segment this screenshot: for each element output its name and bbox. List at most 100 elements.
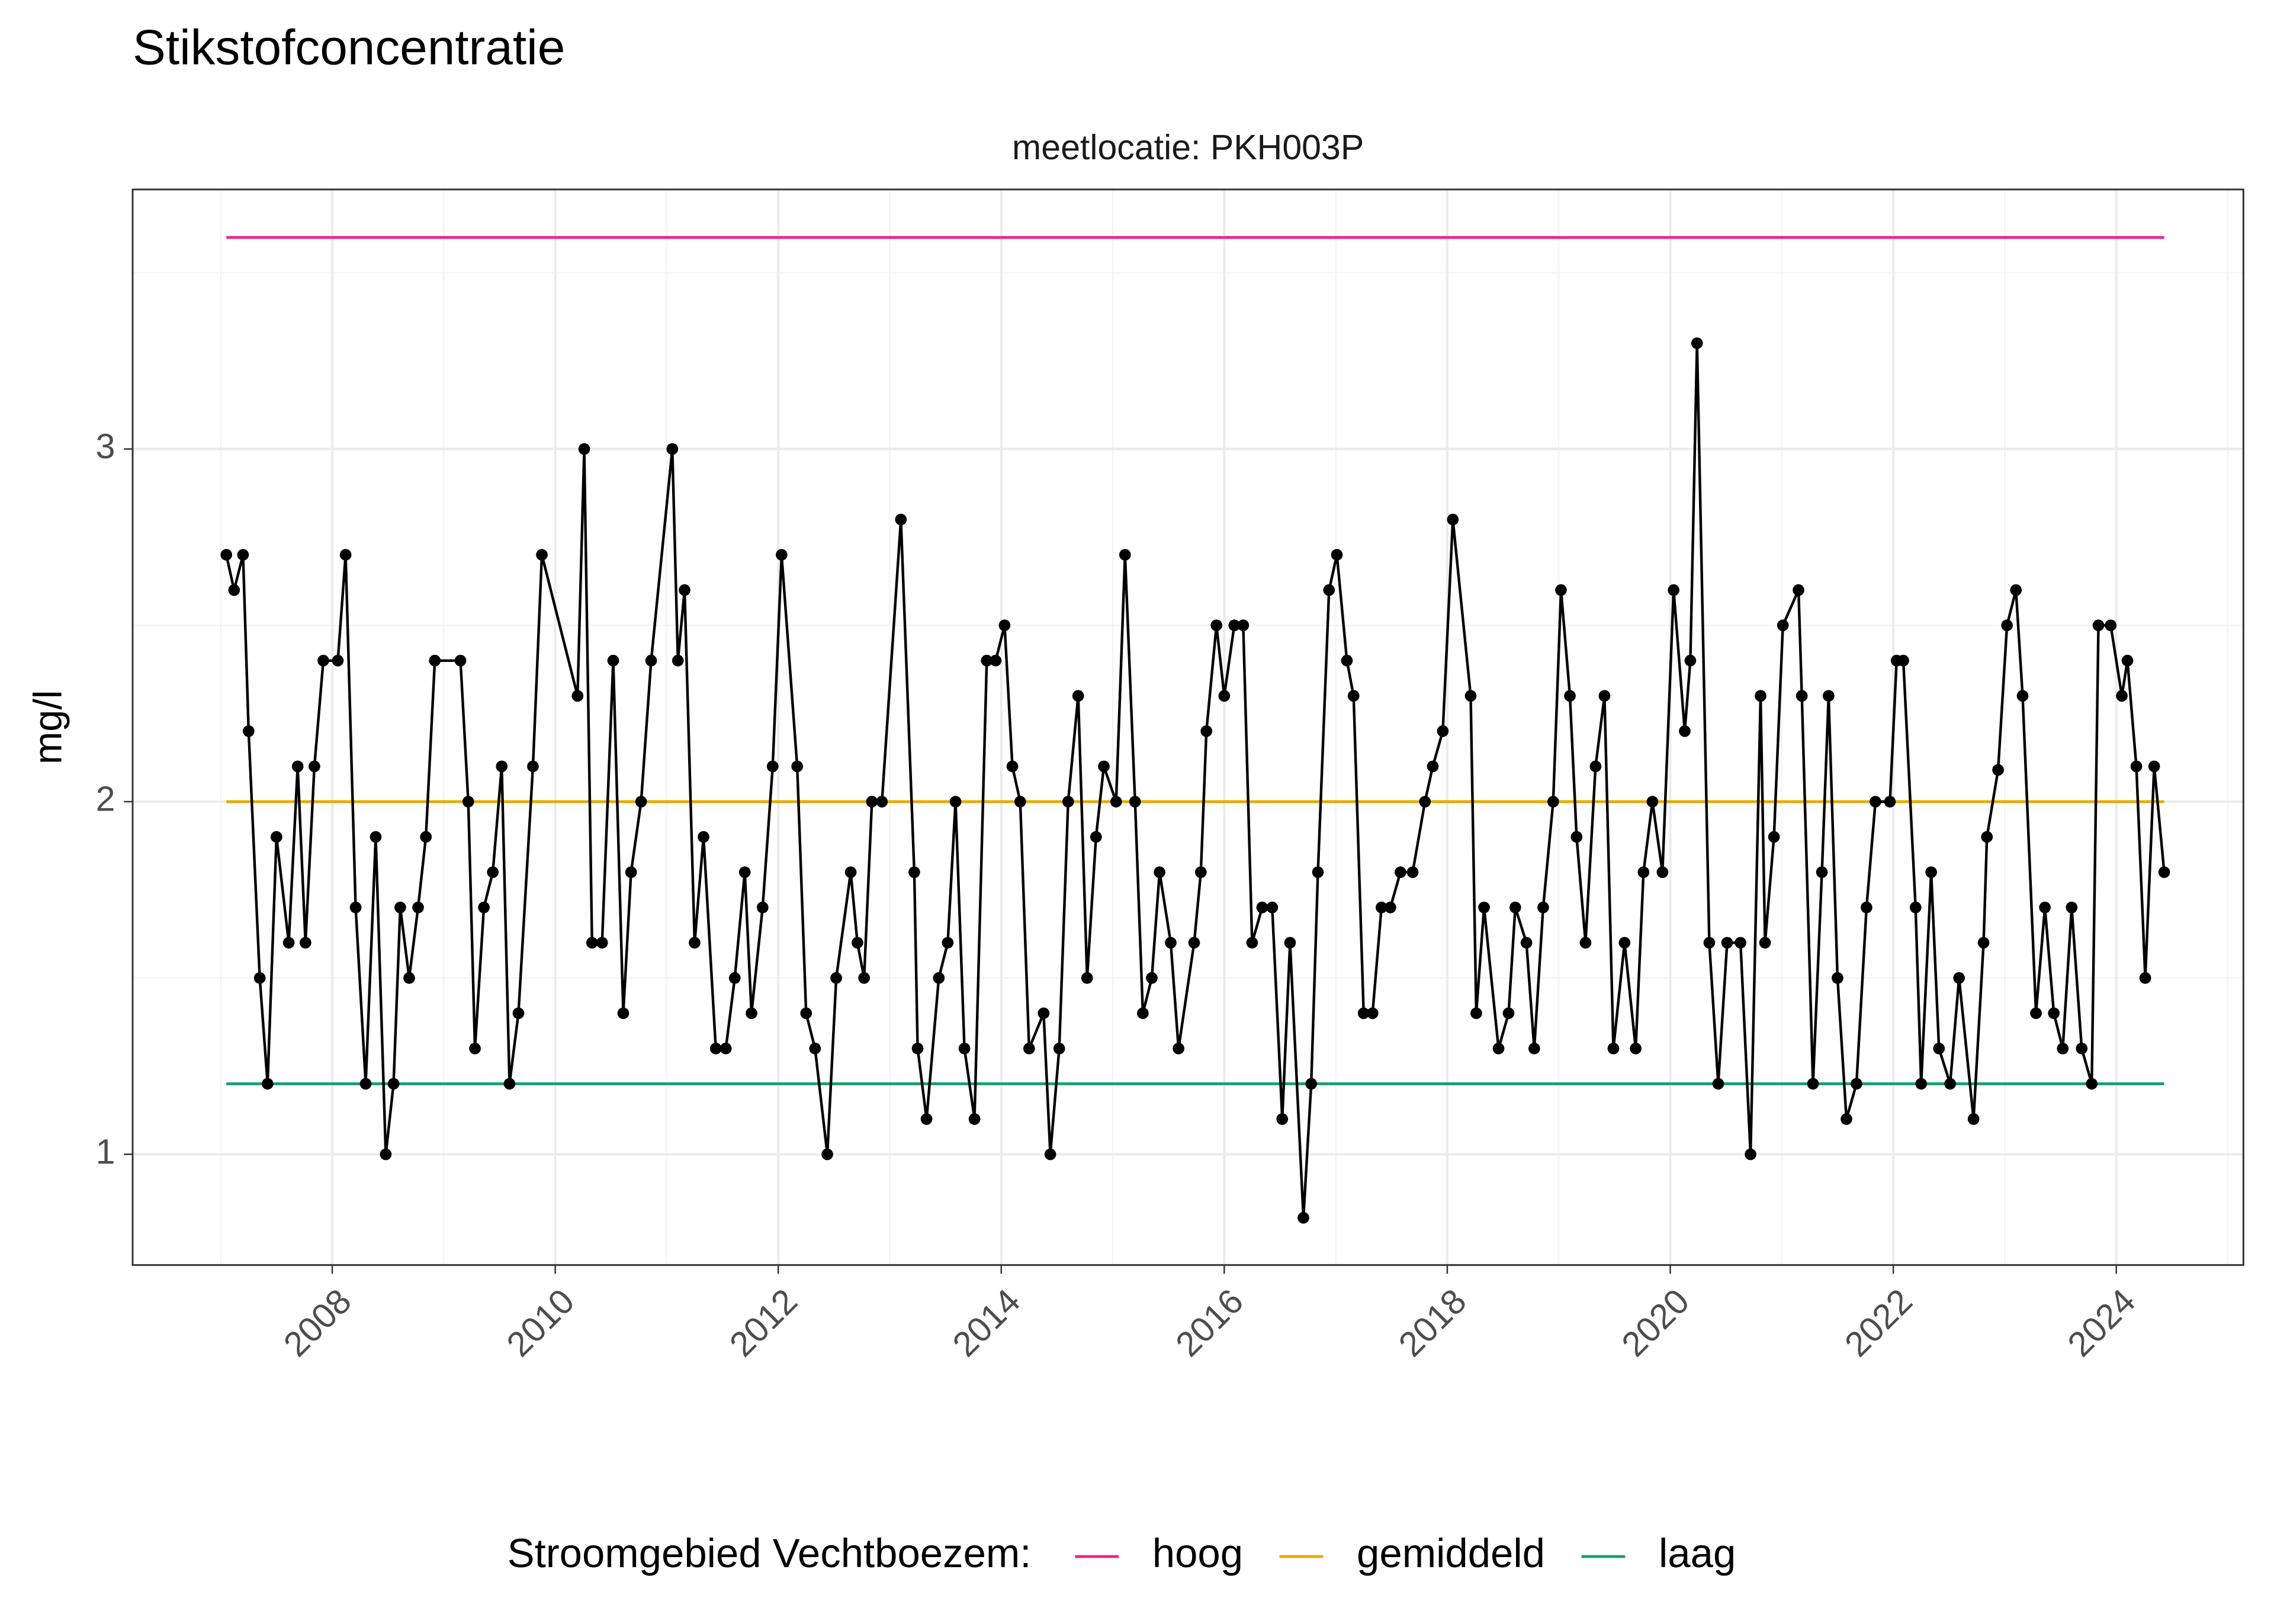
data-point [1419,796,1431,808]
data-point [617,1007,629,1020]
data-point [679,584,690,596]
data-point [895,513,907,526]
data-point [958,1043,971,1054]
data-point [1579,937,1592,949]
data-point [949,796,962,808]
data-point [2048,1007,2060,1020]
data-point [1796,690,1808,702]
data-point [858,972,871,984]
data-point [1684,654,1697,667]
data-point [1478,901,1490,914]
y-axis-label: mg/l [27,690,70,765]
data-point [1218,690,1231,702]
data-point [2121,654,2134,667]
data-point [1721,937,1733,949]
data-point [1618,937,1631,949]
data-point [942,937,954,949]
data-point [1188,937,1200,949]
data-point [282,937,295,949]
data-point [2148,760,2160,773]
data-point [2076,1043,2088,1054]
data-point [1437,725,1449,737]
data-point [635,796,647,808]
data-point [830,972,842,984]
data-point [791,760,804,773]
data-point [512,1007,525,1020]
y-tick-label: 1 [96,1132,115,1171]
data-point [968,1113,981,1125]
data-point [1884,796,1896,808]
data-point [1357,1007,1370,1020]
data-point [689,937,701,949]
panel-border [131,188,2244,1266]
data-point [412,901,424,914]
data-point [1200,725,1213,737]
data-point [1228,619,1241,632]
data-point [462,796,474,808]
data-point [1630,1043,1642,1054]
y-tick-label: 3 [96,427,115,466]
data-point [1841,1113,1852,1125]
data-point [1807,1078,1819,1090]
data-point [1691,337,1703,349]
data-point [1564,690,1576,702]
data-point [698,831,709,843]
data-point [1165,937,1177,949]
data-point [1276,1113,1289,1125]
data-point [1735,937,1746,949]
data-point [1897,654,1909,667]
facet-label: meetlocatie: PKH003P [1012,128,1364,167]
data-point [1098,760,1110,773]
data-point [1759,937,1771,949]
data-point [1284,937,1296,949]
data-point [1646,796,1659,808]
data-point [1110,796,1122,808]
data-point [271,831,282,843]
data-point [933,972,945,984]
data-point [2086,1078,2098,1090]
data-point [1146,972,1158,984]
data-point [2030,1007,2042,1020]
data-point [2057,1043,2069,1054]
data-point [586,937,598,949]
data-point [2039,901,2051,914]
data-point [1528,1043,1540,1054]
data-point [1861,901,1872,914]
data-point [469,1043,481,1054]
data-point [387,1078,400,1090]
data-point [1981,831,1993,843]
data-point [728,972,741,984]
data-point [1509,901,1521,914]
data-point [852,937,863,949]
data-point [1266,901,1279,914]
data-point [1312,866,1324,879]
data-point [2105,619,2117,632]
data-point [920,1113,933,1125]
data-point [1777,619,1789,632]
data-point [1347,690,1360,702]
data-point [1816,866,1828,879]
data-point [1933,1043,1945,1054]
data-point [349,901,362,914]
data-point [998,619,1011,632]
data-point [1745,1148,1756,1160]
data-point [2116,690,2128,702]
data-point [1925,866,1937,879]
data-point [1637,866,1650,879]
data-point [339,549,352,561]
data-point [2092,619,2105,632]
data-point [625,866,637,879]
data-point [1851,1078,1862,1090]
data-point [1194,866,1207,879]
data-point [1755,690,1766,702]
data-point [578,443,590,455]
data-point [876,796,888,808]
data-point [2139,972,2151,984]
data-point [1006,760,1019,773]
data-point [291,760,304,773]
data-point [403,972,415,984]
data-point [394,901,406,914]
data-point [317,654,329,667]
data-point [454,654,467,667]
